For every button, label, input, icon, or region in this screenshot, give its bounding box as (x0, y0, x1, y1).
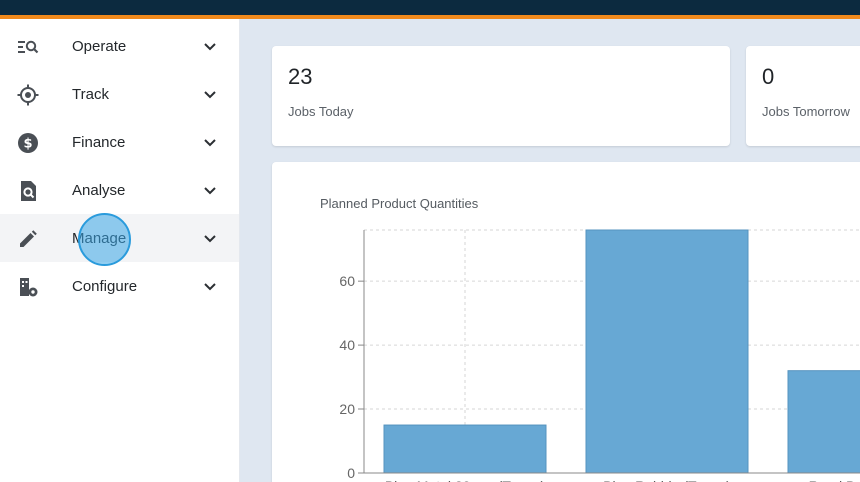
stat-value: 0 (762, 64, 775, 89)
sidebar-item-manage[interactable]: Manage (0, 214, 239, 262)
x-tick-label: Blue Rubble (Tonne) (603, 478, 731, 482)
top-bar-accent (0, 15, 860, 19)
building-gear-icon (16, 275, 40, 299)
top-bar (0, 0, 860, 15)
stat-card-jobs-tomorrow[interactable]: 0 Jobs Tomorrow (746, 46, 860, 146)
bar (585, 229, 749, 474)
sidebar-item-label: Finance (72, 133, 126, 151)
sidebar-item-label: Manage (72, 229, 127, 247)
sidebar-item-label: Analyse (72, 181, 126, 199)
sidebar-item-configure[interactable]: Configure (0, 262, 239, 310)
bar (383, 424, 547, 474)
sidebar-item-track[interactable]: Track (0, 70, 239, 118)
sidebar-item-label: Track (72, 85, 109, 103)
sidebar-item-analyse[interactable]: Analyse (0, 166, 239, 214)
pencil-icon (16, 227, 40, 251)
sidebar-item-finance[interactable]: $ Finance (0, 118, 239, 166)
crosshair-target-icon (16, 83, 40, 107)
x-tick-label: Road Base (Tonne) (809, 478, 860, 482)
chevron-down-icon (202, 183, 218, 199)
chart-card: Planned Product Quantities 0 20 40 60 Blue M… (272, 162, 860, 482)
x-tick-label: Blue Metal 20mm (Tonne) (385, 478, 545, 482)
y-tick-label: 60 (339, 273, 355, 289)
y-tick-label: 0 (347, 465, 355, 481)
document-search-icon (16, 179, 40, 203)
operate-search-list-icon (16, 35, 40, 59)
stat-label: Jobs Tomorrow (762, 104, 850, 119)
chevron-down-icon (202, 87, 218, 103)
stat-label: Jobs Today (288, 104, 354, 119)
sidebar-item-label: Configure (72, 277, 138, 295)
stat-value: 23 (288, 64, 313, 89)
chart-title: Planned Product Quantities (320, 196, 479, 211)
chevron-down-icon (202, 279, 218, 295)
sidebar-item-operate[interactable]: Operate (0, 22, 239, 70)
dollar-circle-icon: $ (16, 131, 40, 155)
chevron-down-icon (202, 39, 218, 55)
sidebar-item-label: Operate (72, 37, 127, 55)
svg-text:$: $ (23, 137, 32, 152)
y-tick-label: 20 (339, 401, 355, 417)
y-tick-label: 40 (339, 337, 355, 353)
sidebar: Operate Track $ Fin (0, 19, 240, 482)
bar (787, 370, 860, 474)
stat-card-jobs-today[interactable]: 23 Jobs Today (272, 46, 730, 146)
chevron-down-icon (202, 135, 218, 151)
chevron-down-icon (202, 231, 218, 247)
bar-chart: 0 20 40 60 Blue Metal 20mm (Tonne) Blue Rubbl… (339, 229, 860, 482)
